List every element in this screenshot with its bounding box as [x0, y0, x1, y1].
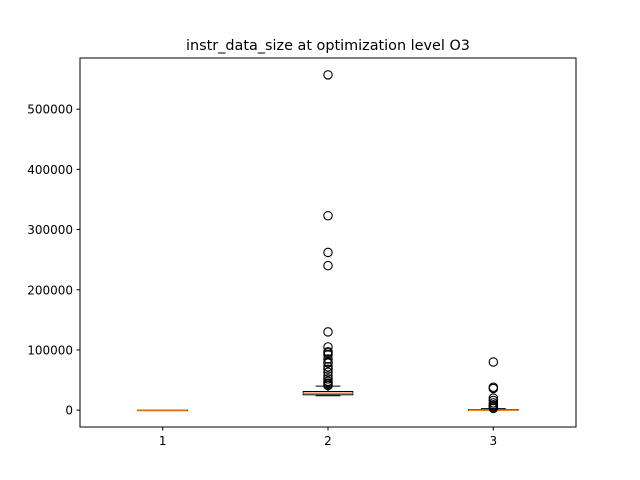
y-tick-label: 400000 [27, 163, 73, 177]
flier-point [323, 247, 333, 258]
flier-point [488, 357, 499, 367]
flier-point [323, 354, 333, 364]
y-tick-label: 200000 [27, 283, 73, 297]
x-tick-label: 1 [159, 434, 167, 448]
x-tick-label: 3 [490, 434, 498, 448]
flier-point [323, 342, 333, 352]
y-tick-label: 500000 [27, 103, 73, 117]
y-tick-label: 300000 [27, 223, 73, 237]
flier-point [488, 398, 499, 408]
flier-point [488, 393, 499, 403]
flier-point [323, 70, 333, 80]
y-tick-label: 0 [65, 404, 73, 418]
flier-point [488, 395, 499, 406]
x-tick-label: 2 [324, 434, 332, 448]
y-tick-label: 100000 [27, 343, 73, 357]
box-group-3 [468, 357, 519, 414]
flier-point [323, 347, 333, 357]
flier-point [323, 357, 333, 367]
flier-point [323, 260, 333, 271]
flier-point [323, 371, 333, 381]
flier-point [323, 362, 333, 372]
flier-point [323, 364, 333, 374]
box-group-1 [137, 409, 188, 412]
flier-point [323, 367, 333, 377]
flier-point [323, 210, 333, 221]
chart-title: instr_data_size at optimization level O3 [186, 38, 470, 54]
flier-point [323, 327, 333, 337]
flier-point [323, 376, 333, 387]
axes: 1 2 3 0 100000 200000 300000 400000 500000 [27, 57, 577, 448]
flier-point [323, 374, 333, 384]
flier-point [488, 382, 499, 393]
box-group-2 [302, 70, 354, 397]
chart-marks [137, 70, 519, 414]
